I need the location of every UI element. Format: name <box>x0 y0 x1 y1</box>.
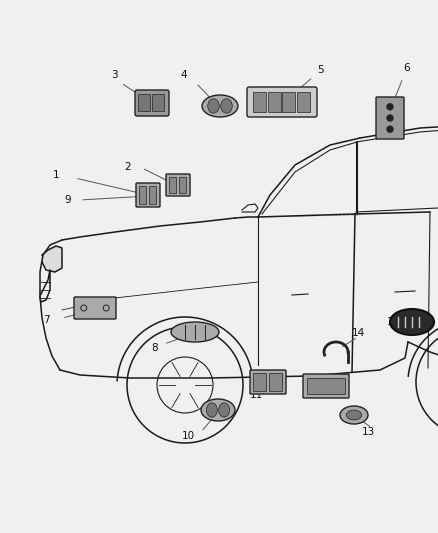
Polygon shape <box>42 246 62 272</box>
Text: 11: 11 <box>249 390 263 400</box>
Ellipse shape <box>171 322 219 342</box>
Bar <box>253 373 266 391</box>
Bar <box>269 373 282 391</box>
Ellipse shape <box>208 99 219 113</box>
Bar <box>268 92 280 112</box>
Ellipse shape <box>219 403 230 417</box>
FancyBboxPatch shape <box>152 94 165 111</box>
FancyBboxPatch shape <box>135 90 169 116</box>
Text: 1: 1 <box>53 170 59 180</box>
Text: 3: 3 <box>111 70 117 80</box>
Ellipse shape <box>390 309 434 335</box>
FancyBboxPatch shape <box>303 374 349 398</box>
Bar <box>169 177 176 193</box>
Bar <box>297 92 310 112</box>
Bar <box>139 186 146 204</box>
Ellipse shape <box>202 95 238 117</box>
Ellipse shape <box>206 403 217 417</box>
FancyBboxPatch shape <box>376 97 404 139</box>
Text: 8: 8 <box>152 343 158 353</box>
Ellipse shape <box>201 399 235 421</box>
Circle shape <box>387 126 393 132</box>
Text: 2: 2 <box>125 162 131 172</box>
Bar <box>149 186 156 204</box>
Bar <box>253 92 266 112</box>
Text: 12: 12 <box>323 388 337 398</box>
FancyBboxPatch shape <box>74 297 116 319</box>
Ellipse shape <box>346 410 362 420</box>
Text: 6: 6 <box>404 63 410 73</box>
FancyBboxPatch shape <box>250 370 286 394</box>
Text: 13: 13 <box>361 427 374 437</box>
Bar <box>282 92 295 112</box>
Text: 9: 9 <box>65 195 71 205</box>
Ellipse shape <box>340 406 368 424</box>
Text: 7: 7 <box>42 315 49 325</box>
Circle shape <box>387 115 393 121</box>
FancyBboxPatch shape <box>136 183 160 207</box>
Text: 10: 10 <box>181 431 194 441</box>
Text: 5: 5 <box>317 65 323 75</box>
FancyBboxPatch shape <box>166 174 190 196</box>
FancyBboxPatch shape <box>247 87 317 117</box>
Bar <box>179 177 186 193</box>
Text: 4: 4 <box>181 70 187 80</box>
FancyBboxPatch shape <box>138 94 151 111</box>
Text: 14: 14 <box>351 328 364 338</box>
Circle shape <box>387 104 393 110</box>
Text: 15: 15 <box>386 317 399 327</box>
Ellipse shape <box>221 99 232 113</box>
Bar <box>307 378 345 394</box>
